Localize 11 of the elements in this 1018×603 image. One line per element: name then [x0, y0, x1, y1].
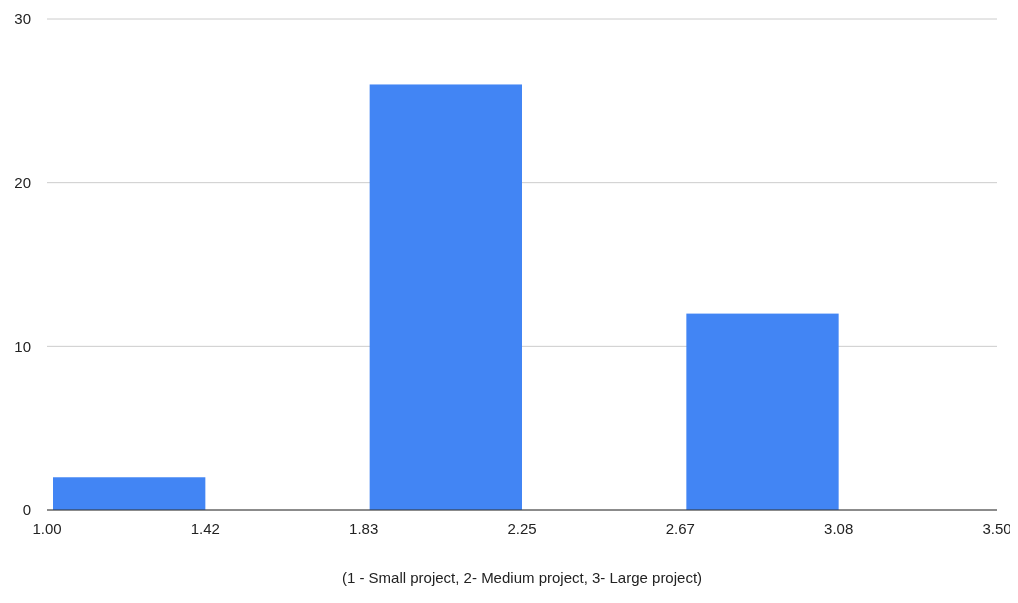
x-tick-label: 1.00 [32, 520, 62, 537]
x-tick-label: 1.83 [349, 520, 379, 537]
y-tick-label: 20 [14, 173, 31, 191]
x-tick-label: 1.42 [190, 520, 220, 537]
y-tick-label: 10 [14, 337, 31, 355]
y-tick-label: 0 [22, 501, 31, 519]
x-tick-label: 3.08 [824, 520, 854, 537]
x-tick-label: 2.67 [665, 520, 695, 537]
y-tick-label: 30 [14, 10, 31, 28]
x-tick-label: 2.25 [507, 520, 537, 537]
x-axis-title: (1 - Small project, 2- Medium project, 3- Large project) [341, 569, 703, 586]
